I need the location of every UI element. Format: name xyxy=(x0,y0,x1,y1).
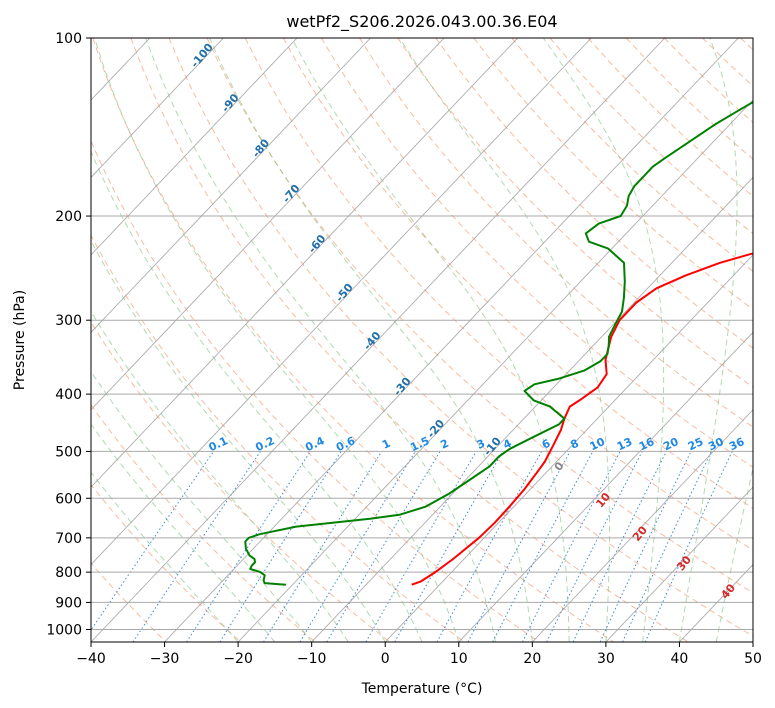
dry-adiabat-line xyxy=(91,403,316,642)
background-lines xyxy=(0,38,753,642)
isotherm-line xyxy=(91,38,445,411)
x-axis-ticks: −40 −30 −20 −10 0 10 20 30 40 50 xyxy=(76,642,762,667)
moist-adiabat-line xyxy=(91,239,386,642)
moist-adiabat-line xyxy=(91,423,276,642)
dewpoint-profile-line xyxy=(244,100,753,586)
y-tick-label: 700 xyxy=(55,531,82,547)
mixing-ratio-label: 10 xyxy=(588,435,608,453)
moist-adiabat-line xyxy=(399,38,610,642)
isotherm-line xyxy=(311,176,753,642)
moist-adiabat-line xyxy=(715,465,753,642)
mixing-ratio-line xyxy=(394,451,504,642)
isotherm-line xyxy=(91,38,298,256)
dry-adiabat-line xyxy=(359,38,753,428)
isotherm-line xyxy=(605,486,753,642)
y-tick-label: 800 xyxy=(55,565,82,581)
dry-adiabat-line xyxy=(130,38,689,642)
chart-title: wetPf2_S206.2026.043.00.36.E04 xyxy=(286,12,557,32)
mixing-ratio-label: 25 xyxy=(686,435,705,453)
mixing-ratio-line xyxy=(186,451,311,642)
mixing-ratio-label: 36 xyxy=(727,435,747,453)
y-axis-label: Pressure (hPa) xyxy=(12,290,28,390)
moist-adiabat-line xyxy=(91,310,349,642)
x-tick-label: 10 xyxy=(450,651,468,667)
moist-adiabat-line xyxy=(209,38,533,642)
x-tick-label: 30 xyxy=(597,651,615,667)
dry-adiabat-line xyxy=(91,562,167,642)
moist-adiabat-line xyxy=(91,150,423,642)
dry-adiabat-line xyxy=(91,234,465,642)
y-tick-label: 100 xyxy=(55,31,82,47)
mixing-ratio-line xyxy=(91,451,215,631)
x-tick-label: 20 xyxy=(523,651,541,667)
mixing-ratio-line xyxy=(467,451,571,642)
isotherm-line xyxy=(164,38,739,642)
y-tick-label: 500 xyxy=(55,444,82,460)
moist-adiabat-line xyxy=(542,38,665,642)
x-tick-label: 0 xyxy=(381,651,390,667)
mixing-ratio-label: 13 xyxy=(615,435,634,453)
isotherm-line xyxy=(237,99,753,642)
dry-adiabat-line xyxy=(91,321,391,642)
isotherm-line xyxy=(458,331,753,642)
dry-adiabat-line xyxy=(92,38,614,642)
dry-adiabat-line xyxy=(206,38,753,594)
temperature-profile-line xyxy=(411,252,753,586)
y-tick-label: 1000 xyxy=(46,622,82,638)
moist-adiabat-line xyxy=(145,38,497,642)
moist-adiabat-line xyxy=(94,38,460,642)
moist-adiabat-line xyxy=(678,38,738,642)
x-tick-label: 50 xyxy=(744,651,762,667)
y-tick-label: 300 xyxy=(55,313,82,329)
y-tick-label: 900 xyxy=(55,595,82,611)
x-tick-label: −40 xyxy=(76,651,106,667)
x-axis-label: Temperature (°C) xyxy=(361,681,483,697)
isotherm-line xyxy=(91,38,224,179)
plot-frame xyxy=(90,37,754,643)
isotherm-line xyxy=(532,409,753,642)
dry-adiabat-line xyxy=(320,38,753,468)
mixing-ratio-line xyxy=(219,451,342,642)
moist-adiabat-line xyxy=(91,471,239,642)
isotherm-line xyxy=(752,641,753,642)
y-tick-label: 600 xyxy=(55,491,82,507)
y-tick-label: 400 xyxy=(55,387,82,403)
x-tick-label: −20 xyxy=(223,651,253,667)
y-tick-label: 200 xyxy=(55,209,82,225)
mixing-ratio-label: 20 xyxy=(661,435,681,453)
x-tick-label: −10 xyxy=(297,651,327,667)
mixing-ratio-line xyxy=(436,451,543,642)
isotherm-line xyxy=(91,38,519,488)
isotherm-line xyxy=(384,254,753,642)
dry-adiabat-line xyxy=(91,484,242,642)
x-tick-label: −30 xyxy=(150,651,180,667)
y-axis-ticks: 100 200 300 400 500 600 700 800 900 1000 xyxy=(46,31,91,638)
isotherm-line xyxy=(91,38,371,333)
dry-adiabat-line xyxy=(473,38,753,311)
mixing-ratio-line xyxy=(522,451,621,642)
dry-adiabat-line xyxy=(91,139,540,642)
mixing-ratio-line xyxy=(299,451,416,642)
moist-adiabat-line xyxy=(291,38,570,642)
x-tick-label: 40 xyxy=(671,651,689,667)
isotherm-line xyxy=(91,38,666,642)
mixing-ratio-label: 16 xyxy=(637,435,657,453)
dry-adiabat-line xyxy=(282,38,753,509)
mixing-ratio-line xyxy=(546,451,643,642)
mixing-ratio-line xyxy=(263,451,383,642)
isotherm-line xyxy=(91,38,592,566)
mixing-ratio-label: 30 xyxy=(706,435,726,453)
isotherm-line xyxy=(0,38,3,642)
sounding-profiles xyxy=(244,100,753,586)
